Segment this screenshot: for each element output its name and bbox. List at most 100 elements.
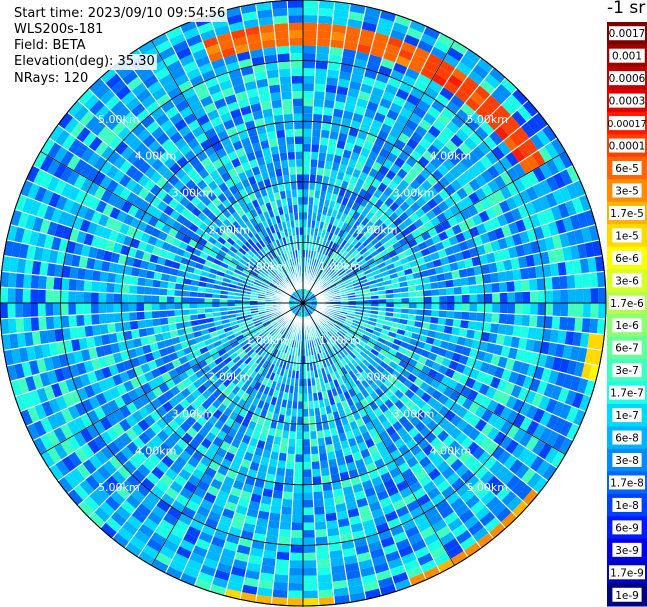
ppi-cell <box>437 558 455 573</box>
ppi-cell <box>329 338 337 346</box>
ray-gap-line <box>304 3 351 290</box>
ppi-cell <box>269 270 277 278</box>
ppi-cell <box>267 336 275 345</box>
ppi-cell <box>201 524 217 537</box>
ppi-cell <box>420 93 436 107</box>
ppi-cell <box>255 355 263 365</box>
ppi-cell <box>253 149 264 159</box>
ppi-cell <box>369 214 380 225</box>
ppi-cell <box>292 106 303 114</box>
ppi-cell <box>125 178 138 192</box>
ppi-cell <box>276 137 287 146</box>
ppi-cell <box>120 500 137 515</box>
ppi-cell <box>522 350 533 364</box>
ppi-cell <box>53 179 67 196</box>
ppi-cell <box>162 79 179 94</box>
ppi-cell <box>379 266 388 274</box>
ppi-cell <box>351 278 360 284</box>
ppi-cell <box>83 207 96 222</box>
ppi-cell <box>416 519 432 533</box>
ppi-cell <box>473 159 487 174</box>
ray-gap-line <box>315 179 581 298</box>
ppi-cell <box>238 247 247 256</box>
ppi-cell <box>29 199 42 217</box>
ppi-cell <box>330 315 338 321</box>
ppi-cell <box>298 288 302 296</box>
ppi-cell <box>379 97 393 110</box>
ppi-cell <box>381 344 391 353</box>
ppi-cell <box>370 237 380 246</box>
ppi-cell <box>93 258 103 272</box>
ppi-cell <box>321 334 328 343</box>
ppi-cell <box>416 493 431 507</box>
ppi-cell <box>427 467 442 481</box>
ppi-cell <box>497 271 507 283</box>
ppi-cell <box>120 446 135 461</box>
ppi-cell <box>274 566 290 576</box>
ppi-cell <box>174 137 188 150</box>
ppi-cell <box>478 383 490 396</box>
ppi-cell <box>261 360 269 369</box>
ppi-cell <box>596 318 606 335</box>
ppi-cell <box>205 312 214 319</box>
ppi-cell <box>324 230 331 240</box>
ppi-cell <box>219 112 233 124</box>
ppi-cell <box>555 371 567 388</box>
ppi-cell <box>431 309 440 318</box>
ppi-cell <box>436 273 446 282</box>
ppi-cell <box>47 446 62 464</box>
ppi-cell <box>372 228 382 238</box>
ppi-cell <box>239 258 248 266</box>
ppi-cell <box>490 480 506 496</box>
ppi-cell <box>287 205 294 214</box>
ppi-cell <box>273 160 282 170</box>
ppi-cell <box>269 328 277 336</box>
ppi-cell <box>494 125 510 141</box>
ppi-cell <box>416 99 431 113</box>
ppi-cell <box>439 145 453 159</box>
ppi-cell <box>318 328 324 336</box>
ppi-cell <box>445 491 461 506</box>
ppi-cell <box>106 179 119 194</box>
ppi-cell <box>320 183 329 192</box>
ppi-cell <box>132 156 146 170</box>
ppi-cell <box>558 151 573 169</box>
ppi-cell <box>216 72 231 84</box>
ppi-cell <box>190 279 200 287</box>
ppi-cell <box>447 342 457 353</box>
ppi-cell <box>449 261 459 272</box>
ray-gap-line <box>179 25 298 291</box>
ppi-cell <box>272 348 279 357</box>
ppi-cell <box>394 364 405 375</box>
ppi-cell <box>423 26 441 40</box>
ppi-cell <box>159 46 176 61</box>
ppi-cell <box>499 303 508 314</box>
ppi-cell <box>495 333 506 346</box>
ppi-cell <box>395 55 411 68</box>
ppi-cell <box>330 242 338 251</box>
ppi-cell <box>328 542 343 552</box>
ppi-cell <box>332 274 340 281</box>
ppi-cell <box>126 76 143 92</box>
ppi-cell <box>123 213 135 226</box>
ppi-cell <box>300 303 303 311</box>
ppi-cell <box>129 535 147 551</box>
ppi-cell <box>469 500 486 515</box>
ppi-cell <box>332 16 349 27</box>
ppi-cell <box>505 151 519 167</box>
ppi-cell <box>271 258 279 267</box>
ppi-cell <box>173 474 188 488</box>
ppi-cell <box>283 320 290 328</box>
ppi-cell <box>348 468 360 479</box>
ppi-cell <box>145 100 161 115</box>
ppi-cell <box>351 348 360 357</box>
ppi-cell <box>250 361 259 371</box>
ppi-cell <box>290 181 298 190</box>
ppi-cell <box>258 327 267 335</box>
ppi-cell <box>329 130 340 140</box>
ppi-cell <box>435 93 450 107</box>
ppi-cell <box>488 67 506 84</box>
ppi-cell <box>252 110 264 121</box>
ppi-cell <box>508 221 520 236</box>
ppi-cell <box>316 269 322 277</box>
